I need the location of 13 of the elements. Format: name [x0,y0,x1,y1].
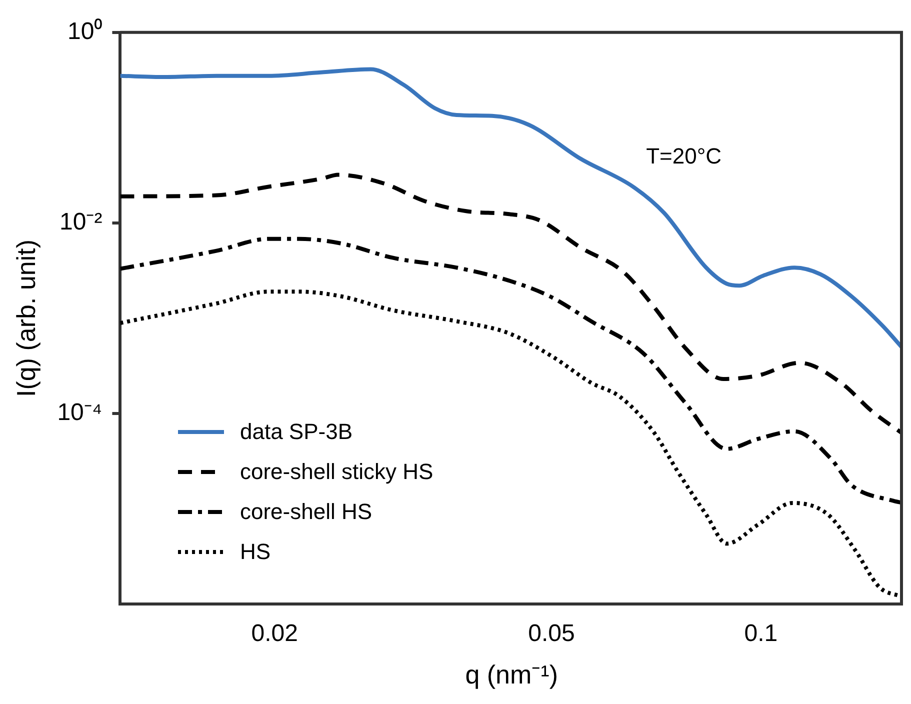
x-tick-label: 0.02 [251,620,298,648]
legend-label: HS [240,539,271,565]
y-tick-label: 10⁰ [68,18,102,46]
x-tick-label: 0.1 [744,620,778,648]
annotation: T=20°C [646,143,722,168]
y-axis-title: I(q) (arb. unit) [10,239,41,397]
legend-label: core-shell HS [240,499,372,525]
y-tick-label: 10⁻⁴ [57,399,102,426]
x-tick-label: 0.05 [528,620,575,648]
legend-label: data SP-3B [240,419,353,445]
x-axis-title: q (nm⁻¹) [465,660,558,690]
legend-label: core-shell sticky HS [240,459,434,485]
y-tick-label: 10⁻² [60,208,102,236]
